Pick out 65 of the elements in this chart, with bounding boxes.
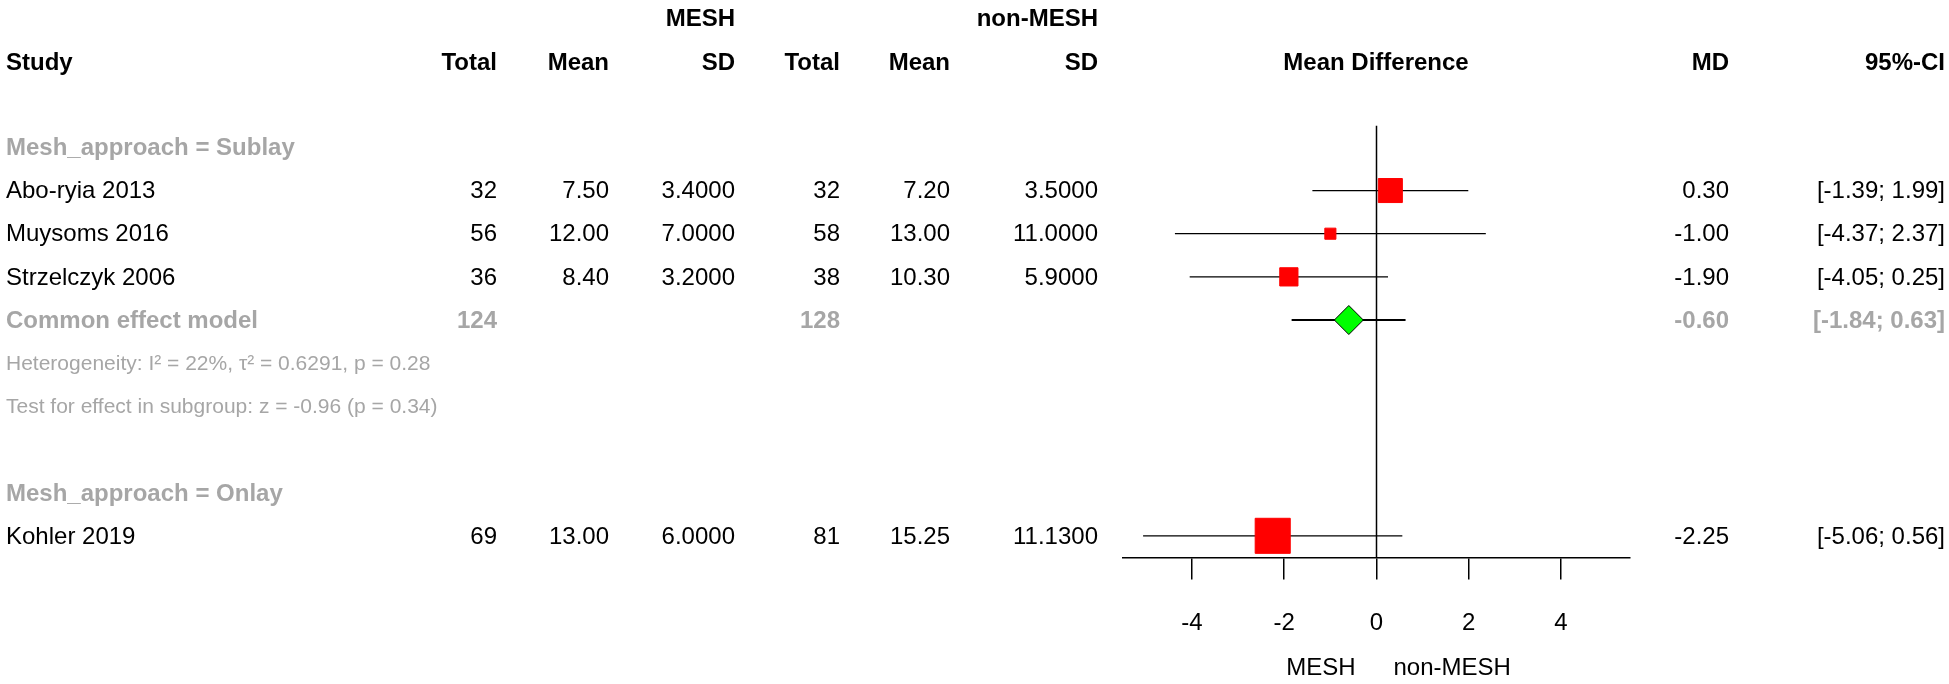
text: Test for effect in subgroup: z = -0.96 (p = 0.34) [6,393,438,420]
point [1333,304,1364,335]
text: 7.50 [562,176,609,204]
text: 3.5000 [1024,176,1098,204]
text: 12.00 [548,219,609,247]
text: Study [6,48,73,76]
category-label: Mesh_approach = Onlay [6,478,283,506]
category-label: SD [1064,48,1098,76]
category-label: Mesh_approach = Sublay [6,133,295,160]
text: 38 [813,262,840,290]
text: 15.25 [889,521,950,549]
text: 128 [799,305,840,333]
text: -2.25 [1674,521,1729,549]
text: -1.00 [1674,219,1729,247]
text: -0.60 [1674,305,1729,333]
text: 32 [813,176,840,204]
text: 58 [813,219,840,247]
text: MESH [665,4,735,32]
text: [-1.39; 1.99] [1816,176,1945,204]
text: [-4.05; 0.25] [1816,262,1945,290]
x-tick-label: -2 [1273,608,1295,636]
text: 7.20 [903,176,950,204]
category-label: Kohler 2019 [6,521,136,549]
category-label: Mean [888,48,950,76]
text: [-5.06; 0.56] [1816,521,1945,549]
text: -1.90 [1674,262,1729,290]
category-label: Total [784,48,840,76]
category-label: Total [441,48,497,76]
x-tick-label: -4 [1181,608,1203,636]
text: 13.00 [548,521,609,549]
x-tick-label: 2 [1462,608,1476,636]
text: 0.30 [1682,176,1729,204]
category-label: Muysoms 2016 [6,219,169,247]
text: 32 [470,176,497,204]
text: 56 [470,219,497,247]
text: [-1.84; 0.63] [1812,305,1945,333]
category-label: Common effect model [6,305,259,333]
category-label: SD [701,48,735,76]
text: 7.0000 [661,219,735,247]
text: non-MESH [976,4,1098,32]
text: 124 [456,305,497,333]
category-label: 95%-CI [1864,48,1945,76]
text: 81 [813,521,840,549]
x-tick-label: 4 [1554,608,1568,636]
x-tick-label: 0 [1369,608,1384,636]
text: 5.9000 [1024,262,1098,290]
text: 3.2000 [661,262,735,290]
text: 13.00 [889,219,950,247]
category-label: MD [1691,48,1729,76]
category-label: Strzelczyk 2006 [6,262,176,290]
text: Heterogeneity: I² = 22%, τ² = 0.6291, p = 0.28 [6,350,431,376]
text: 10.30 [889,262,950,290]
text: 11.1300 [1013,521,1098,549]
text: 8.40 [562,262,609,290]
text: 36 [470,262,497,290]
text: 69 [470,521,497,549]
text: 11.0000 [1013,219,1098,247]
text: 6.0000 [661,521,735,549]
category-label: Mean [547,48,609,76]
text: [-4.37; 2.37] [1816,219,1945,247]
text: non-MESH [1393,652,1511,680]
text: 3.4000 [661,176,735,204]
category-label: Abo-ryia 2013 [6,176,156,204]
text: MESH [1286,652,1356,680]
chart-title: Mean Difference [1283,48,1469,76]
